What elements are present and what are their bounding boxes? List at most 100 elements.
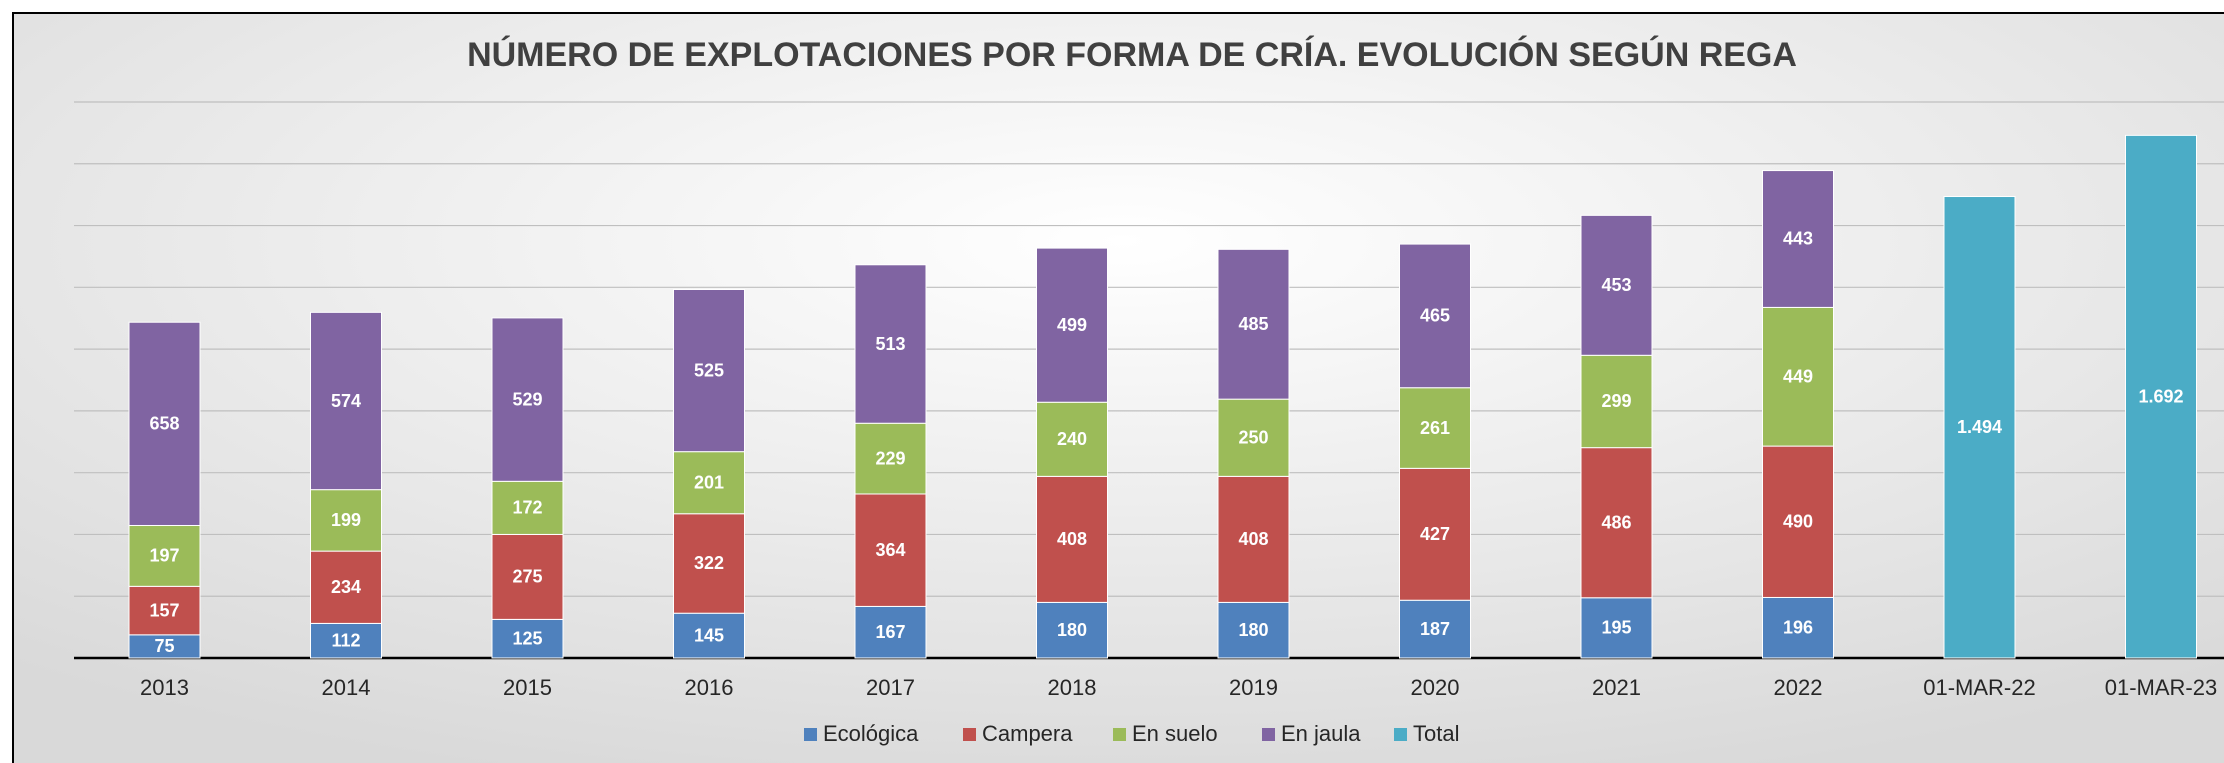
bar-segment <box>1762 596 1834 659</box>
legend-label: Campera <box>982 721 1073 746</box>
data-label: 125 <box>512 628 542 648</box>
legend-swatch <box>1262 728 1275 741</box>
data-label: 234 <box>331 577 361 597</box>
bar-segment <box>1036 401 1108 477</box>
data-label: 525 <box>694 360 724 380</box>
data-label: 449 <box>1783 367 1813 387</box>
data-label: 299 <box>1601 391 1631 411</box>
bar-segment <box>491 317 564 482</box>
bar-segment <box>310 489 382 552</box>
bar-segment <box>1217 475 1290 603</box>
bar-segment <box>128 321 201 526</box>
data-label: 275 <box>512 567 542 587</box>
data-label: 229 <box>875 448 905 468</box>
bar-segment <box>1580 597 1653 659</box>
x-tick-label: 2022 <box>1774 675 1823 700</box>
bars <box>128 134 2197 659</box>
bar-segment <box>1036 475 1108 603</box>
data-label: 408 <box>1057 529 1087 549</box>
x-tick-label: 2013 <box>140 675 189 700</box>
bar-segment <box>673 513 745 614</box>
data-label: 427 <box>1420 524 1450 544</box>
data-label: 167 <box>875 622 905 642</box>
data-label: 112 <box>331 630 360 650</box>
data-label: 485 <box>1238 314 1268 334</box>
data-label: 201 <box>694 472 724 492</box>
data-label: 199 <box>331 510 361 530</box>
data-label: 453 <box>1601 275 1631 295</box>
bar-segment <box>2125 134 2197 659</box>
bar-segment <box>1217 601 1290 659</box>
data-label: 180 <box>1238 620 1268 640</box>
data-label: 322 <box>694 553 724 573</box>
x-tick-label: 2018 <box>1048 675 1097 700</box>
data-label: 172 <box>512 498 542 518</box>
legend-label: Ecológica <box>823 721 919 746</box>
labels: 2013 75 157 197 658 2014 112 234 199 574 2015 125 27… <box>140 229 2217 746</box>
x-tick-label: 2019 <box>1229 675 1278 700</box>
legend-label: En suelo <box>1132 721 1218 746</box>
bar-segment <box>1580 447 1653 599</box>
legend-label: Total <box>1413 721 1459 746</box>
legend-label: En jaula <box>1281 721 1361 746</box>
data-label: 490 <box>1783 512 1813 532</box>
x-tick-label: 2020 <box>1411 675 1460 700</box>
data-label: 408 <box>1238 529 1268 549</box>
bar-segment <box>1217 248 1290 400</box>
data-label: 180 <box>1057 620 1087 640</box>
data-label: 196 <box>1783 617 1813 637</box>
bar-segment <box>673 288 745 453</box>
data-label: 157 <box>149 600 179 620</box>
data-label: 145 <box>694 625 724 645</box>
legend-swatch <box>963 728 976 741</box>
x-tick-label: 2014 <box>322 675 371 700</box>
bar-segment <box>1943 196 2016 659</box>
data-label: 529 <box>512 389 542 409</box>
data-label: 658 <box>149 414 179 434</box>
grid <box>74 101 2224 660</box>
x-tick-label: 2016 <box>685 675 734 700</box>
chart-title: NÚMERO DE EXPLOTACIONES POR FORMA DE CRÍ… <box>467 36 1797 74</box>
data-label: 250 <box>1238 428 1268 448</box>
x-tick-label: 2015 <box>503 675 552 700</box>
data-label: 75 <box>154 636 174 656</box>
bar-segment <box>128 524 201 587</box>
data-label: 465 <box>1420 306 1450 326</box>
data-label: 364 <box>875 540 905 560</box>
data-label: 1.692 <box>2138 386 2183 406</box>
bar-segment <box>491 533 564 620</box>
bar-segment <box>1580 214 1653 356</box>
bar-segment <box>1399 599 1471 659</box>
data-label: 486 <box>1601 512 1631 532</box>
bar-segment <box>491 618 564 659</box>
data-label: 240 <box>1057 429 1087 449</box>
bar-segment <box>1217 398 1290 477</box>
data-label: 197 <box>149 546 179 566</box>
bar-segment <box>128 585 201 636</box>
legend-swatch <box>1394 728 1407 741</box>
bar-segment <box>1580 354 1653 449</box>
bar-segment <box>310 311 382 491</box>
data-label: 513 <box>875 334 905 354</box>
bar-segment <box>1762 445 1834 598</box>
data-label: 187 <box>1420 619 1450 639</box>
bar-segment <box>491 480 564 535</box>
data-label: 195 <box>1601 618 1631 638</box>
bar-segment <box>1762 306 1834 447</box>
x-tick-label: 01-MAR-23 <box>2105 675 2217 700</box>
data-label: 261 <box>1420 418 1450 438</box>
bar-segment <box>1399 467 1471 601</box>
bar-segment <box>1036 247 1108 403</box>
bar-segment <box>854 264 927 424</box>
x-tick-label: 2021 <box>1592 675 1641 700</box>
x-tick-label: 2017 <box>866 675 915 700</box>
legend-swatch <box>804 728 817 741</box>
data-label: 499 <box>1057 315 1087 335</box>
bar-segment <box>854 605 927 659</box>
data-label: 574 <box>331 391 361 411</box>
data-label: 443 <box>1783 229 1813 249</box>
bar-segment <box>854 493 927 607</box>
bar-segment <box>854 422 927 495</box>
x-tick-label: 01-MAR-22 <box>1923 675 2035 700</box>
